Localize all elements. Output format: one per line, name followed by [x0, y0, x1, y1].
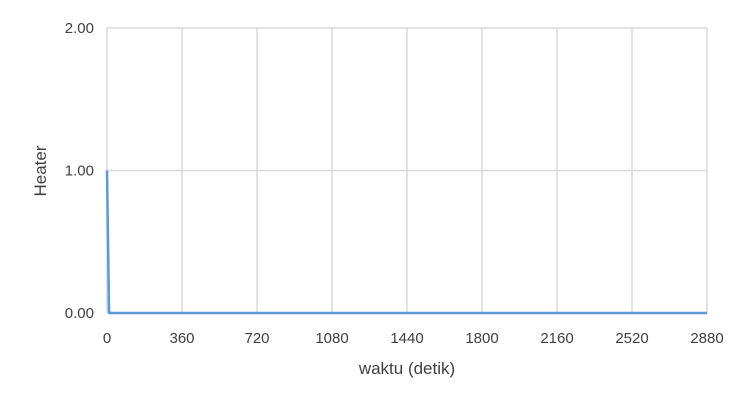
x-tick-label: 2520 [615, 330, 648, 347]
x-tick-labels: 0 360 720 1080 1440 1800 2160 2520 2880 [103, 330, 724, 347]
y-tick-labels: 0.00 1.00 2.00 [65, 20, 94, 322]
y-tick-label: 2.00 [65, 20, 94, 37]
x-tick-label: 360 [169, 330, 194, 347]
y-tick-label: 1.00 [65, 163, 94, 180]
series-layer [105, 170, 707, 315]
x-tick-label: 0 [103, 330, 111, 347]
series-line [105, 170, 707, 315]
x-tick-label: 1440 [390, 330, 423, 347]
y-tick-label: 0.00 [65, 305, 94, 322]
x-tick-label: 2160 [540, 330, 573, 347]
x-tick-label: 1800 [465, 330, 498, 347]
x-tick-label: 2880 [690, 330, 723, 347]
x-tick-label: 720 [244, 330, 269, 347]
y-axis-label: Heater [31, 145, 50, 196]
gridlines [106, 27, 708, 314]
x-tick-label: 1080 [315, 330, 348, 347]
x-axis-label: waktu (detik) [358, 359, 455, 378]
